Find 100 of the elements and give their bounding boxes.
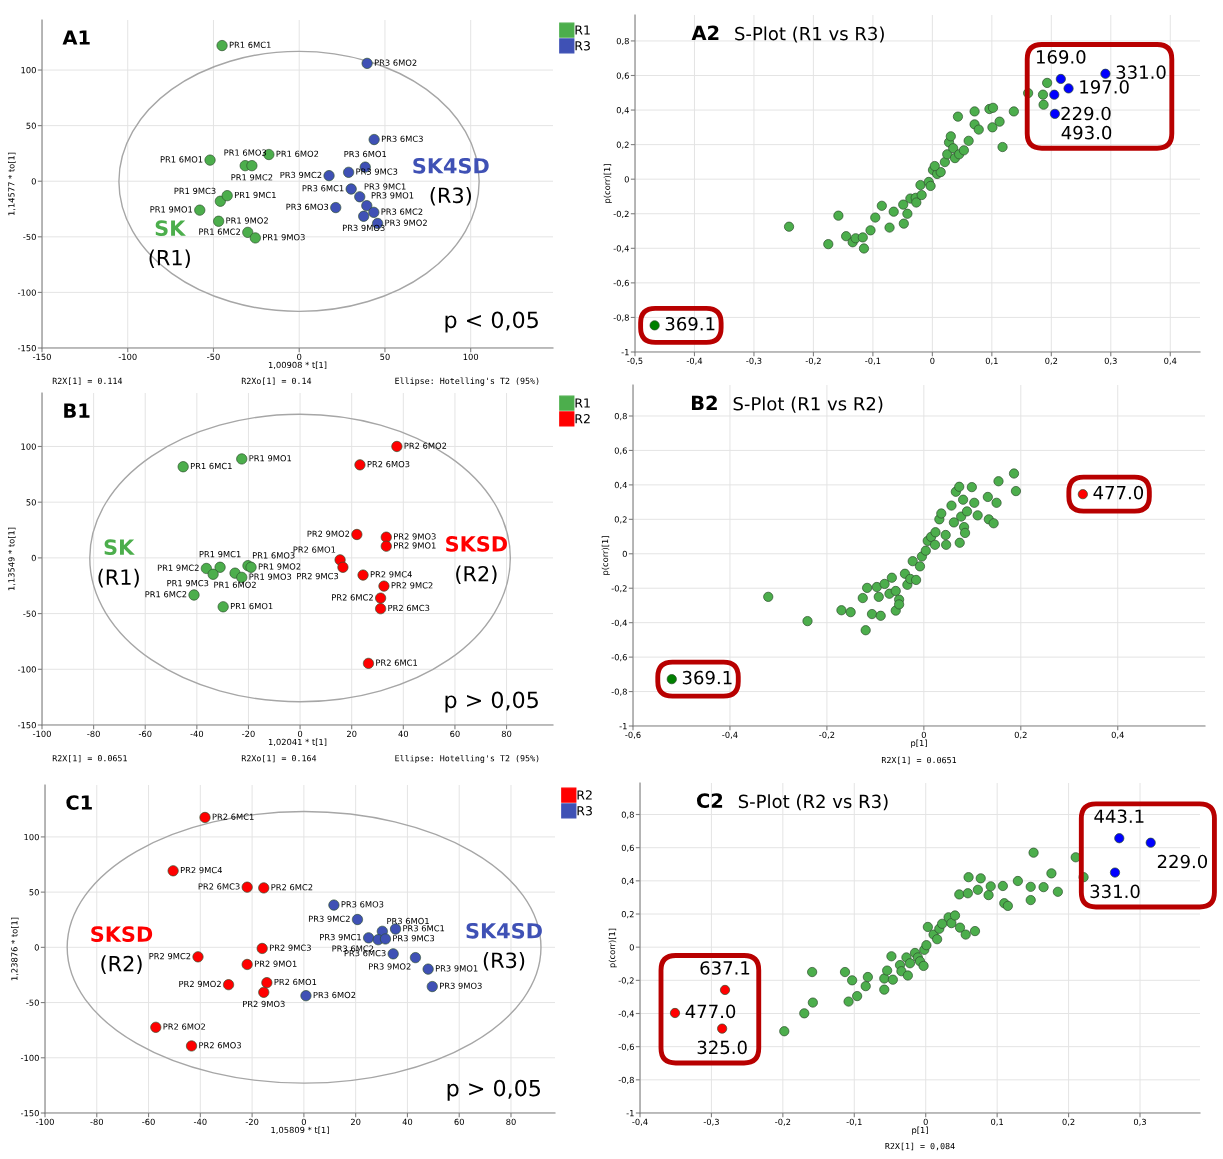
y-axis-title: p(corr)[1] [601,536,610,575]
x-tick-label: -40 [190,730,204,738]
y-tick-label: -150 [20,1109,39,1117]
annotation: PR3 6MO1 [387,917,429,925]
y-tick-label: 0,6 [614,447,627,455]
x-tick-label: 0,2 [1014,731,1027,739]
annotation: PR1 6MO2 [276,150,319,157]
annotation: PR3 6MC1 [302,185,344,192]
x-tick-label: 0,2 [1045,357,1058,365]
annotation: PR1 9MC2 [231,174,273,181]
annotation: PR2 9MO2 [307,530,350,537]
x-tick-label: -0,4 [632,1118,648,1126]
y-tick-label: -0,8 [618,1076,634,1084]
annotation: PR3 6MO1 [344,150,387,158]
x-tick-label: -80 [90,1118,104,1126]
legend-label: R2 [577,790,592,800]
legend-label: R1 [575,398,590,408]
annotation: PR3 9MC2 [308,915,350,922]
x-tick-label: -0,2 [819,731,835,739]
y-tick-label: 0,8 [621,811,634,819]
x-axis-title: p[1] [911,739,927,748]
annotation: PR2 9MC2 [391,582,433,589]
y-tick-label: 50 [26,122,36,129]
annotation: PR1 9MC1 [199,550,241,558]
y-tick-label: -100 [17,666,36,673]
annotation: PR2 6MC3 [198,883,240,890]
annotation: 477.0 [1093,485,1144,500]
x-tick-label: 0,2 [1062,1118,1075,1126]
annotation: (R3) [430,187,471,206]
annotation: PR1 9MC1 [234,191,276,199]
x-tick-label: -40 [193,1118,207,1126]
y-axis-title: p(corr)[1] [603,164,612,203]
x-tick-label: 0,4 [1164,357,1177,365]
annotation: PR2 6MO2 [404,442,447,449]
chart-title: A2 [691,25,719,40]
x-tick-label: 0 [297,730,303,738]
y-tick-label: -50 [23,610,36,617]
x-tick-label: 0,1 [985,357,998,365]
legend-label: R3 [577,806,592,816]
y-tick-label: -1 [619,723,627,730]
annotation: PR2 6MC1 [212,813,254,820]
annotation: PR1 6MC2 [199,228,240,235]
annotation: PR3 9MO2 [385,219,427,226]
annotation: SK4SD [466,922,542,939]
annotation: PR2 6MC2 [332,594,373,601]
annotation: 369.1 [665,316,715,331]
y-tick-label: -0,2 [613,210,629,218]
annotation: PR1 9MC3 [174,187,216,195]
chart-title: C2 [696,793,723,808]
x-tick-label: -0,5 [627,357,643,365]
x-tick-label: 0 [923,1118,928,1126]
x-tick-label: -20 [242,730,255,738]
chart-title: B2 [691,395,717,410]
x-axis-title: 1,00908 * t[1] [268,361,327,370]
x-tick-label: 0,4 [1111,731,1124,739]
text: R2X[1] = 0.0651 [881,756,957,765]
annotation: PR2 6MC3 [388,604,430,612]
x-tick-label: -50 [207,353,220,361]
annotation: PR1 6MO1 [160,156,203,163]
annotation: PR2 9MO1 [254,960,297,967]
annotation: (R3) [483,952,525,971]
chart-title: C1 [66,795,92,810]
y-tick-label: 0,4 [616,107,629,115]
annotation: 325.0 [697,1040,747,1055]
text: S-Plot (R2 vs R3) [738,794,888,811]
y-axis-title: 1,23876 * to[1] [11,917,19,981]
annotation: PR2 9MC4 [180,866,222,874]
text: R2Xo[1] = 0.164 [241,754,317,763]
x-axis-title: 1,05809 * t[1] [271,1126,329,1135]
annotation: PR1 6MO1 [230,602,273,610]
annotation: 197.0 [1080,80,1129,94]
annotation: (R1) [149,249,190,268]
text: R2X[1] = 0.0651 [52,754,127,763]
annotation: PR1 9MO2 [258,563,301,570]
y-tick-label: -0,2 [618,977,634,985]
y-tick-label: 0,2 [614,516,627,524]
annotation: PR3 9MC1 [320,933,361,941]
x-tick-label: -0,3 [746,357,762,365]
annotation: PR1 9MO3 [249,573,292,580]
x-tick-label: 20 [350,1118,361,1126]
x-tick-label: 20 [347,730,357,738]
y-tick-label: 0,4 [614,481,627,490]
y-tick-label: 50 [26,499,36,506]
y-tick-label: -0,8 [613,314,629,322]
annotation: PR2 6MC2 [271,884,313,891]
y-tick-label: -0,6 [613,279,629,288]
annotation: 443.1 [1094,809,1144,824]
y-tick-label: 50 [29,889,39,896]
y-tick-label: -0,2 [611,585,627,593]
x-tick-label: -0,2 [805,357,821,365]
annotation: PR2 9MC2 [149,952,191,960]
x-axis-title: 1,02041 * t[1] [268,738,327,747]
annotation: PR2 6MO3 [367,460,410,468]
annotation: PR1 9MC3 [167,579,209,587]
annotation: 331.0 [1090,884,1140,899]
annotation: p > 0,05 [445,691,538,713]
y-tick-label: 0 [624,176,629,183]
y-tick-label: -0,4 [613,245,629,253]
x-tick-label: 40 [402,1118,413,1126]
y-tick-label: -50 [23,233,36,241]
